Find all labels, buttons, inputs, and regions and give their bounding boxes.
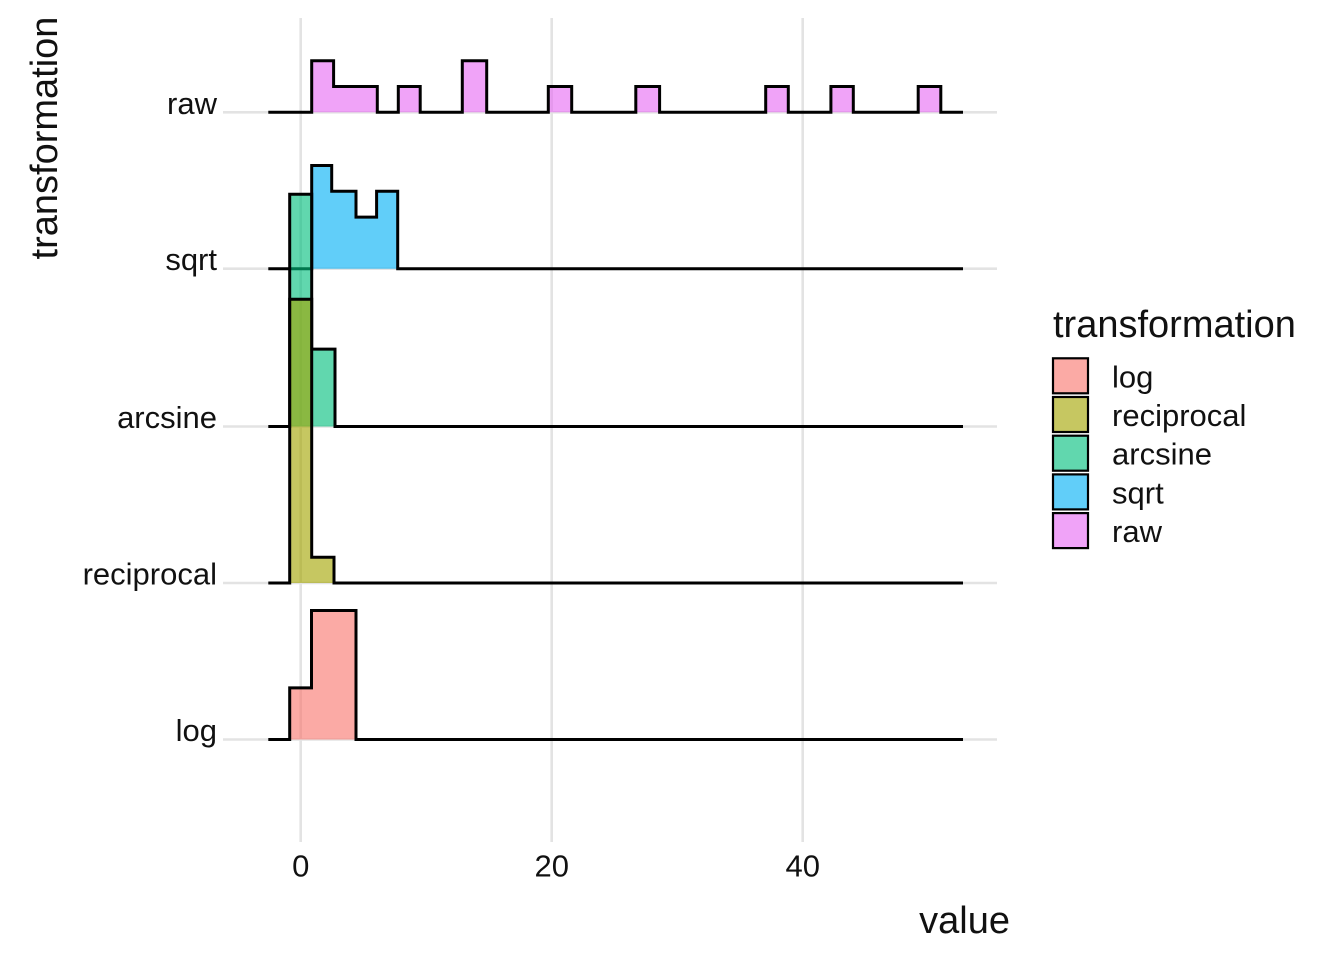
legend-key-sqrt [1051, 473, 1090, 511]
y-axis-label-sqrt: sqrt [165, 242, 217, 277]
ridge-reciprocal [268, 297, 963, 585]
legend-label-reciprocal: reciprocal [1112, 398, 1246, 433]
x-tick-label-40: 40 [785, 849, 819, 884]
y-axis-label-reciprocal: reciprocal [83, 557, 217, 592]
legend-label-arcsine: arcsine [1112, 437, 1212, 472]
legend-title: transformation [1053, 304, 1296, 346]
legend-label-raw: raw [1112, 514, 1163, 549]
ridge-sqrt [268, 164, 963, 271]
y-axis-label-log: log [176, 713, 217, 748]
legend-key-reciprocal [1051, 395, 1090, 434]
x-tick-label-20: 20 [534, 849, 568, 884]
y-axis-title: transformation [24, 17, 66, 260]
ridge-raw [268, 59, 963, 114]
x-tick-label-0: 0 [292, 849, 309, 884]
legend-key-arcsine [1051, 434, 1090, 472]
legend-label-sqrt: sqrt [1112, 475, 1164, 510]
legend-label-log: log [1112, 359, 1153, 394]
y-axis-label-arcsine: arcsine [117, 400, 217, 435]
legend-key-raw [1051, 511, 1090, 550]
legend-key-log [1051, 357, 1090, 395]
x-axis-title: value [919, 900, 1010, 942]
ridge-log [268, 609, 963, 741]
y-axis-label-raw: raw [167, 86, 218, 121]
